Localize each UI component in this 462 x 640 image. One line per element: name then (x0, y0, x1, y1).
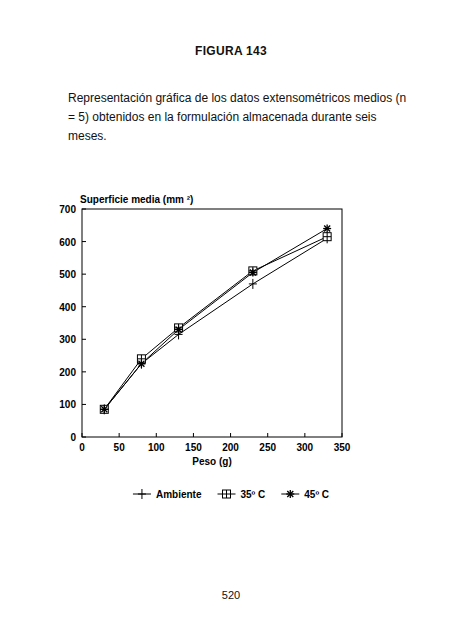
series-line (104, 238, 327, 409)
marker-part (324, 226, 330, 232)
legend-label: 45º C (304, 489, 329, 500)
y-tick (82, 209, 86, 210)
y-axis-label: Superficie media (mm ²) (80, 194, 193, 205)
x-tick (342, 433, 343, 437)
marker-part (138, 361, 144, 367)
series-line (104, 229, 327, 410)
y-tick (82, 437, 86, 438)
legend-marker (138, 489, 146, 499)
y-tick-label: 300 (59, 334, 76, 345)
point-marker (323, 233, 331, 243)
x-tick-label: 200 (222, 442, 239, 453)
y-tick (82, 339, 86, 340)
point-marker (137, 360, 145, 368)
x-tick (267, 433, 268, 437)
x-tick (193, 433, 194, 437)
marker-part (324, 226, 330, 232)
legend-item: 45º C (281, 489, 329, 500)
marker-part (101, 406, 107, 412)
x-tick (82, 433, 83, 437)
y-tick-label: 200 (59, 367, 76, 378)
y-tick (82, 306, 86, 307)
marker-part (138, 361, 144, 367)
marker-part (223, 490, 231, 498)
marker-part (100, 405, 108, 413)
x-tick-label: 100 (148, 442, 165, 453)
y-tick-label: 600 (59, 237, 76, 248)
marker-part (226, 490, 227, 498)
x-tick-label: 250 (259, 442, 276, 453)
y-tick (82, 371, 86, 372)
x-tick-label: 350 (334, 442, 351, 453)
x-tick (230, 433, 231, 437)
y-tick-label: 0 (70, 432, 76, 443)
point-marker (323, 233, 331, 241)
x-tick-label: 150 (185, 442, 202, 453)
point-marker (323, 225, 331, 233)
legend-label: 35º C (241, 489, 266, 500)
x-tick-label: 50 (114, 442, 126, 453)
marker-part (176, 327, 182, 333)
legend: Ambiente 35º C 45º C (133, 489, 329, 500)
marker-part (327, 233, 328, 243)
legend-marker (223, 490, 231, 498)
x-tick (304, 433, 305, 437)
series-line (104, 237, 327, 410)
figure-header: FIGURA 143 (0, 44, 462, 58)
y-tick-label: 400 (59, 302, 76, 313)
y-tick-label: 100 (59, 399, 76, 410)
point-marker (100, 404, 108, 414)
plot-frame (82, 209, 342, 437)
marker-part (250, 270, 256, 276)
point-marker (249, 269, 257, 277)
marker-part (141, 489, 142, 499)
legend-item: Ambiente (133, 489, 202, 500)
y-tick (82, 274, 86, 275)
marker-part (287, 491, 293, 497)
chart: 0 100 200 300 400 500 600 700 0 50 100 150 200 250 300… (0, 0, 462, 640)
figure-caption: Representación gráfica de los datos exte… (68, 89, 408, 146)
point-marker (100, 405, 108, 413)
y-tick-label: 700 (59, 204, 76, 215)
y-tick-label: 500 (59, 269, 76, 280)
plot-data (100, 225, 331, 415)
x-tick-label: 300 (297, 442, 314, 453)
x-tick (156, 433, 157, 437)
point-marker (100, 405, 108, 413)
y-tick (82, 241, 86, 242)
marker-part (327, 233, 328, 241)
marker-part (250, 270, 256, 276)
marker-part (101, 406, 107, 412)
marker-part (287, 491, 293, 497)
legend-item: 35º C (218, 489, 266, 500)
x-axis-label: Peso (g) (192, 456, 231, 467)
marker-part (252, 279, 253, 289)
legend-label: Ambiente (156, 489, 202, 500)
x-tick-label: 0 (79, 442, 85, 453)
page-number: 520 (0, 589, 462, 601)
x-tick (119, 433, 120, 437)
marker-part (323, 233, 331, 241)
y-tick (82, 404, 86, 405)
point-marker (249, 279, 257, 289)
legend-marker (286, 490, 294, 498)
marker-part (176, 327, 182, 333)
point-marker (175, 326, 183, 334)
